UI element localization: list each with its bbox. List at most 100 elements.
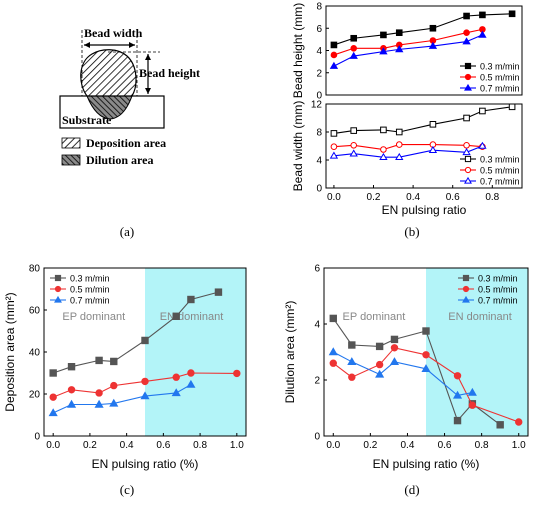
y-tick-label: 12 xyxy=(311,100,323,111)
data-point xyxy=(348,373,356,381)
data-point xyxy=(479,11,486,19)
series-0-7-m-min xyxy=(328,347,477,399)
data-point xyxy=(233,369,241,378)
data-point xyxy=(390,335,399,344)
data-point xyxy=(328,347,338,356)
data-point xyxy=(496,421,504,429)
x-tick-label: 0.2 xyxy=(363,440,377,451)
y-tick-label: 80 xyxy=(29,264,41,275)
data-point xyxy=(330,143,338,150)
arrowhead xyxy=(84,42,90,48)
arrowhead xyxy=(129,42,135,48)
data-point xyxy=(468,401,477,409)
y-tick-label: 0 xyxy=(316,184,322,195)
dilution-region xyxy=(86,95,133,120)
data-point xyxy=(508,10,516,18)
data-point xyxy=(186,379,196,388)
data-point xyxy=(375,360,384,369)
series-0-7-m-min xyxy=(329,141,487,160)
panel-label-c: (c) xyxy=(120,482,134,497)
data-point xyxy=(389,357,400,365)
bead-deposition-region xyxy=(80,49,137,97)
data-point xyxy=(348,341,356,349)
x-tick-label: 0.8 xyxy=(475,440,489,451)
annotation-ep-dominant: EP dominant xyxy=(62,311,125,323)
x-axis-label: EN pulsing ratio (%) xyxy=(373,457,480,471)
data-point xyxy=(428,145,438,153)
substrate-label: Substrate xyxy=(62,113,112,127)
data-point xyxy=(110,381,118,390)
x-tick-label: 0.8 xyxy=(485,192,499,203)
data-point xyxy=(479,107,486,115)
panel-label-d: (d) xyxy=(404,482,419,497)
data-point xyxy=(48,408,58,417)
data-point xyxy=(109,398,119,407)
data-point xyxy=(463,12,470,20)
data-point xyxy=(187,369,195,377)
chart-b_bottom: 0 4 8 12 0.0 0.2 0.4 0.6 0.8 EN pulsing ratio Bead… xyxy=(291,100,523,217)
annotation-ep-dominant: EP dominant xyxy=(343,311,406,323)
data-point xyxy=(329,151,339,159)
data-point xyxy=(375,342,384,351)
y-tick-label: 40 xyxy=(29,348,41,359)
x-tick-label: 0.0 xyxy=(327,192,341,203)
series-0-5-m-min xyxy=(329,344,523,426)
y-tick-label: 6 xyxy=(314,264,320,275)
schematic-panel: Bead width Bead height Substrate Deposit… xyxy=(59,26,200,167)
legend-label: 0.3 m/min xyxy=(480,62,520,72)
data-point xyxy=(467,387,477,396)
data-point xyxy=(429,121,437,128)
data-point xyxy=(395,152,404,160)
data-point xyxy=(350,44,358,52)
y-tick-label: 4 xyxy=(316,156,322,167)
y-axis-label: Bead width (mm) xyxy=(291,101,305,192)
legend-marker xyxy=(464,62,472,70)
data-point xyxy=(329,61,339,69)
x-tick-label: 0.8 xyxy=(193,440,207,451)
x-axis-label: EN pulsing ratio xyxy=(382,203,467,217)
x-tick-label: 0.0 xyxy=(326,440,340,451)
data-point xyxy=(214,288,223,296)
bead-height-label: Bead height xyxy=(139,66,200,80)
data-point xyxy=(330,41,338,49)
y-tick-label: 2 xyxy=(314,376,320,387)
legend-marker xyxy=(54,285,62,293)
x-tick-label: 0.6 xyxy=(446,192,460,203)
data-point xyxy=(329,314,337,323)
y-tick-label: 4 xyxy=(316,46,322,57)
data-point xyxy=(462,148,471,156)
data-point xyxy=(347,357,357,365)
data-point xyxy=(141,336,149,345)
legend-marker xyxy=(54,274,62,282)
data-point xyxy=(67,363,76,371)
legend-label: 0.3 m/min xyxy=(478,274,518,284)
data-point xyxy=(379,47,388,55)
y-axis-label: Deposition area (mm²) xyxy=(3,292,17,411)
data-point xyxy=(395,128,403,136)
y-axis-label: Dilution area (mm²) xyxy=(283,301,297,404)
y-tick-label: 8 xyxy=(316,2,322,13)
x-tick-label: 0.6 xyxy=(438,440,452,451)
y-tick-label: 0 xyxy=(316,91,322,102)
legend-label: 0.3 m/min xyxy=(480,155,520,165)
legend-swatch-deposition xyxy=(61,137,81,149)
legend-swatch-dilution xyxy=(61,154,81,166)
x-tick-label: 1.0 xyxy=(230,440,244,451)
y-tick-label: 0 xyxy=(314,432,320,443)
legend-marker xyxy=(54,295,62,303)
plot-frame xyxy=(325,103,523,189)
data-point xyxy=(453,372,462,380)
y-tick-label: 2 xyxy=(316,68,322,79)
data-point xyxy=(375,369,385,378)
data-point xyxy=(49,393,57,401)
y-tick-label: 20 xyxy=(29,390,41,401)
legend-marker xyxy=(464,155,472,163)
data-point xyxy=(350,34,358,42)
y-tick-label: 8 xyxy=(316,128,322,139)
data-point xyxy=(395,141,403,148)
data-point xyxy=(428,41,438,49)
